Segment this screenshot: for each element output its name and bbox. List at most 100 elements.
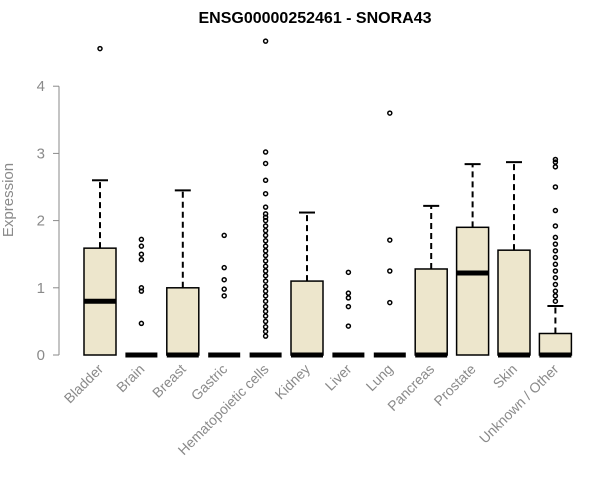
outlier-3 — [138, 256, 145, 263]
outlier-15 — [552, 159, 559, 165]
box-11 — [538, 156, 573, 358]
outlier-1 — [262, 328, 269, 335]
y-axis: 0 1 2 3 4 — [37, 78, 60, 364]
box-rect — [290, 280, 324, 356]
box-rect — [538, 332, 573, 356]
outlier-22 — [262, 223, 269, 229]
outlier-3 — [221, 264, 227, 271]
outlier-15 — [262, 258, 269, 264]
category-label-11: Unknown / Other — [476, 361, 562, 447]
outlier-29 — [262, 160, 269, 167]
category-label-2: Breast — [149, 361, 189, 401]
outlier-3 — [552, 281, 559, 288]
outlier-0 — [97, 45, 103, 52]
outlier-1 — [552, 293, 559, 299]
outlier-4 — [552, 274, 559, 281]
category-label-5: Kidney — [272, 361, 314, 403]
category-label-6: Liver — [322, 361, 355, 394]
outlier-6 — [262, 303, 269, 310]
outlier-9 — [552, 241, 559, 247]
category-label-7: Lung — [363, 361, 396, 394]
outlier-19 — [262, 238, 269, 244]
outlier-16 — [552, 156, 559, 163]
y-tick-label-0: 0 — [37, 347, 45, 364]
outlier-26 — [262, 204, 269, 210]
y-tick-label-1: 1 — [37, 280, 45, 297]
outlier-11 — [552, 223, 559, 229]
box-rect — [166, 287, 200, 356]
outlier-17 — [262, 248, 269, 254]
outlier-3 — [387, 110, 393, 116]
outlier-11 — [262, 278, 269, 284]
outlier-2 — [345, 295, 352, 301]
outlier-4 — [345, 269, 352, 276]
box-8 — [414, 204, 448, 358]
outlier-3 — [345, 290, 352, 296]
outlier-10 — [552, 234, 559, 241]
outlier-1 — [387, 268, 393, 274]
outlier-13 — [262, 268, 269, 274]
outlier-7 — [262, 298, 269, 304]
outlier-4 — [221, 232, 227, 239]
box-rect — [455, 226, 490, 356]
outlier-25 — [262, 211, 269, 217]
category-label-10: Skin — [490, 361, 521, 392]
outlier-14 — [262, 263, 269, 270]
outlier-2 — [552, 288, 559, 294]
box-1 — [125, 236, 158, 358]
y-axis-title: Expression — [0, 163, 17, 237]
box-10 — [497, 161, 531, 358]
outlier-18 — [262, 243, 269, 249]
outlier-0 — [138, 320, 145, 327]
outlier-2 — [221, 276, 227, 283]
outlier-2 — [262, 324, 269, 330]
outlier-0 — [262, 333, 269, 339]
y-tick-label-2: 2 — [37, 213, 45, 230]
chart-title: ENSG00000252461 - SNORA43 — [198, 10, 431, 27]
outlier-12 — [262, 272, 269, 279]
y-tick-label-4: 4 — [37, 78, 45, 95]
outlier-1 — [345, 303, 352, 310]
box-rect — [414, 268, 448, 356]
outlier-27 — [262, 190, 269, 197]
box-2 — [166, 189, 200, 358]
outlier-8 — [552, 248, 559, 254]
outlier-0 — [552, 298, 559, 304]
outlier-5 — [138, 243, 145, 249]
category-label-9: Prostate — [431, 361, 479, 409]
outlier-14 — [552, 164, 559, 170]
outlier-8 — [262, 293, 269, 299]
category-label-1: Brain — [113, 361, 147, 395]
category-label-0: Bladder — [61, 361, 107, 407]
box-6 — [332, 269, 365, 358]
outlier-9 — [262, 288, 269, 294]
outlier-0 — [221, 293, 227, 299]
outlier-1 — [221, 286, 227, 292]
outlier-16 — [262, 252, 269, 259]
outlier-0 — [345, 323, 352, 329]
outlier-10 — [262, 283, 269, 290]
box-4 — [249, 38, 282, 358]
outlier-6 — [552, 261, 559, 268]
outlier-28 — [262, 177, 269, 184]
outlier-5 — [552, 268, 559, 274]
outlier-21 — [262, 227, 269, 234]
box-3 — [208, 232, 241, 358]
outlier-7 — [552, 254, 559, 261]
outlier-30 — [262, 149, 269, 155]
outlier-2 — [138, 285, 145, 291]
outlier-4 — [138, 251, 145, 257]
y-tick-label-3: 3 — [37, 145, 45, 162]
outlier-31 — [262, 38, 269, 44]
box-rect — [497, 249, 531, 356]
box-0 — [83, 45, 117, 356]
outlier-2 — [387, 237, 393, 243]
outlier-4 — [262, 313, 269, 319]
outlier-3 — [262, 318, 269, 325]
outlier-6 — [138, 236, 145, 243]
box-7 — [373, 110, 406, 358]
outlier-20 — [262, 232, 269, 239]
boxes-layer — [83, 38, 573, 358]
